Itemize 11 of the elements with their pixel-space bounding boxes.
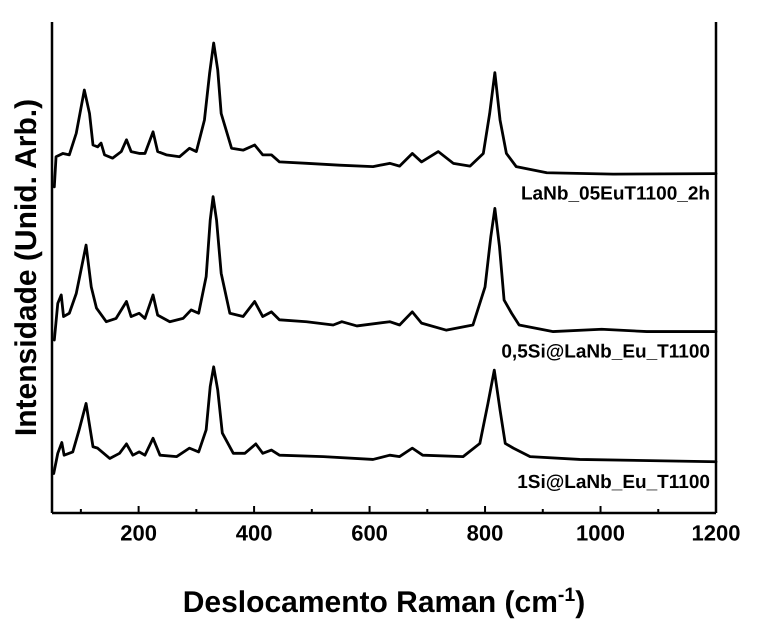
- x-axis-title: Deslocamento Raman (cm$^{-1}$): [182, 584, 586, 619]
- x-tick-label: 800: [466, 520, 504, 546]
- series-label: 0,5Si@LaNb_Eu_T1100: [501, 342, 710, 363]
- x-tick-label: 400: [236, 520, 272, 546]
- x-tick-label: 1000: [576, 520, 625, 546]
- x-tick-label: 200: [120, 520, 157, 546]
- series-label: LaNb_05EuT1100_2h: [520, 184, 710, 205]
- y-axis-title: Intensidade (Unid. Arb.): [10, 98, 43, 436]
- x-tick-label: 600: [351, 520, 388, 546]
- series-label: 1Si@LaNb_Eu_T1100: [517, 472, 710, 493]
- x-tick-label: 1200: [692, 520, 740, 546]
